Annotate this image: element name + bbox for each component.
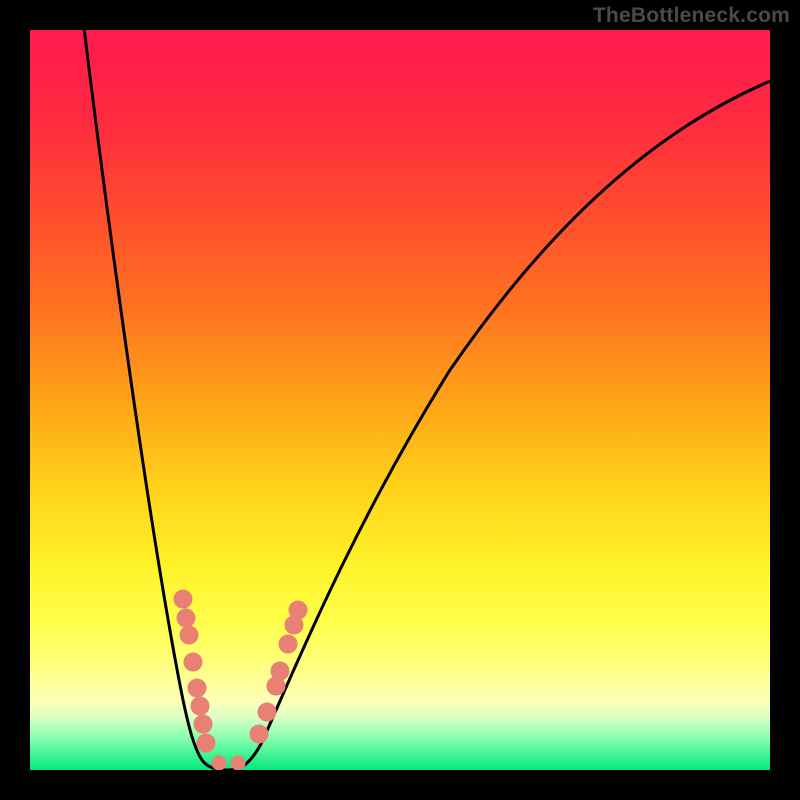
plot-area — [30, 30, 770, 770]
marker-dot — [279, 635, 297, 653]
marker-dot — [250, 725, 268, 743]
marker-dot — [289, 601, 307, 619]
chart-svg — [30, 30, 770, 770]
marker-dot — [212, 756, 226, 770]
marker-dot — [177, 609, 195, 627]
figure-root: TheBottleneck.com — [0, 0, 800, 800]
marker-dot — [194, 715, 212, 733]
marker-dot — [197, 734, 215, 752]
marker-dot — [231, 756, 245, 770]
marker-dot — [184, 653, 202, 671]
marker-dot — [258, 703, 276, 721]
marker-dot — [174, 590, 192, 608]
marker-dot — [188, 679, 206, 697]
marker-dot — [191, 697, 209, 715]
watermark-text: TheBottleneck.com — [593, 4, 790, 28]
gradient-background — [30, 30, 770, 770]
marker-dot — [180, 626, 198, 644]
marker-dot — [271, 662, 289, 680]
